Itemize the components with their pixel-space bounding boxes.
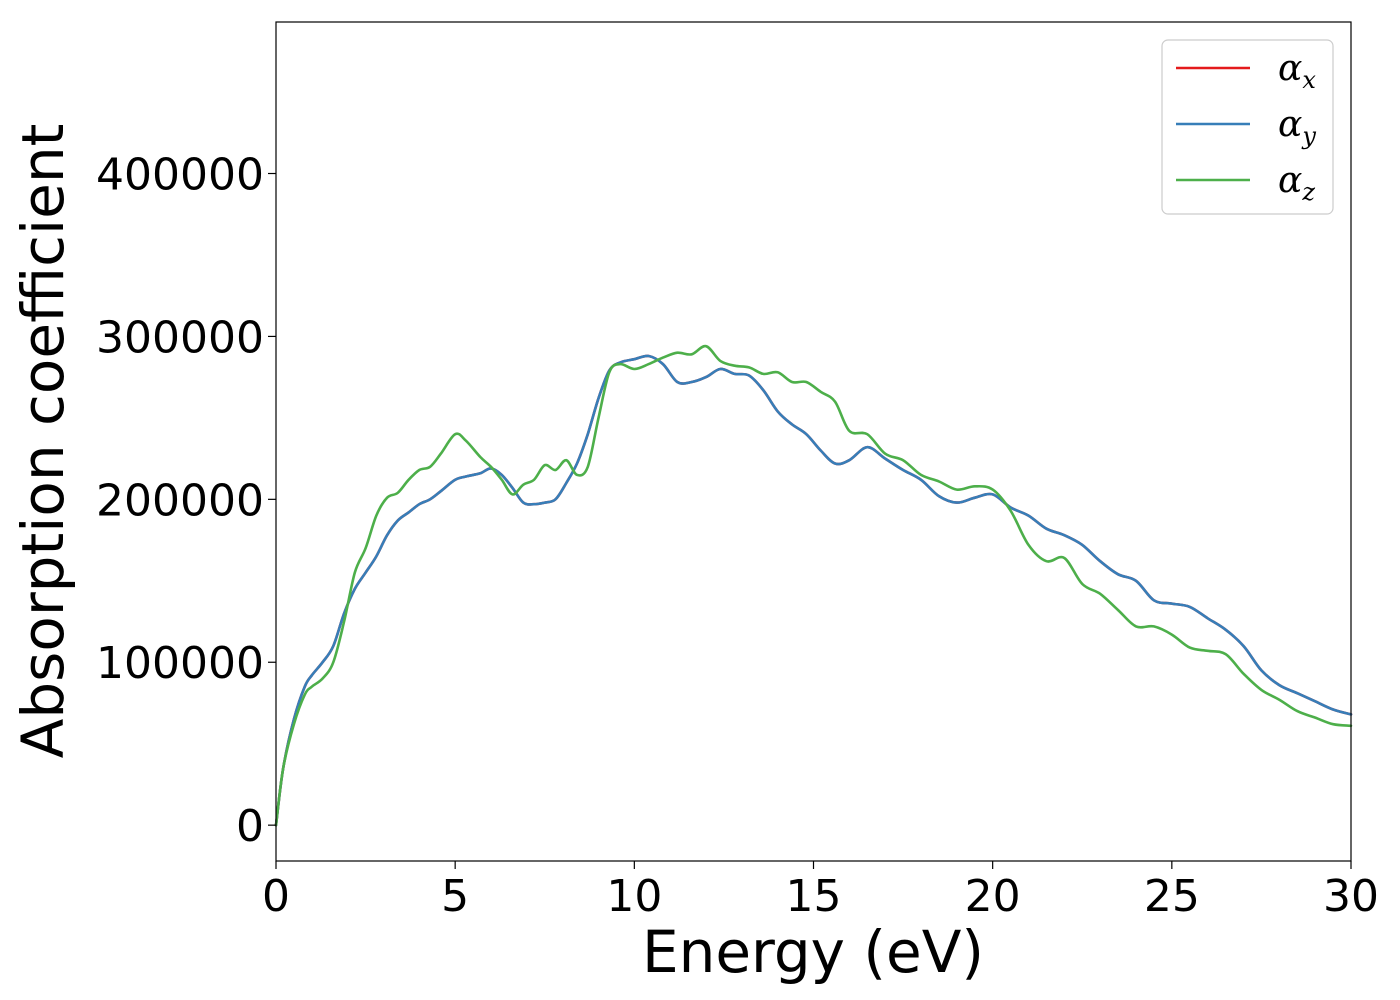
series-layer (274, 344, 1353, 827)
y-axis-title: Absorption coefficient (9, 124, 77, 759)
x-tick-label: 30 (1323, 871, 1379, 922)
y-tick-label: 200000 (96, 475, 264, 526)
y-tick-label: 400000 (96, 150, 264, 201)
y-tick-label: 100000 (96, 638, 264, 689)
x-tick-label: 0 (262, 871, 290, 922)
x-tick-label: 15 (786, 871, 842, 922)
series-line-z (274, 344, 1353, 827)
legend-label-y: αy (1278, 104, 1316, 150)
legend: αx αy αz (1161, 39, 1334, 215)
y-tick-label: 300000 (96, 312, 264, 363)
x-tick-label: 20 (965, 871, 1021, 922)
y-tick-label: 0 (236, 801, 264, 852)
legend-box (1161, 39, 1334, 215)
series-line-y (274, 354, 1353, 827)
y-axis: 0 100000 200000 300000 400000 (96, 150, 276, 852)
x-axis-title: Energy (eV) (642, 918, 984, 986)
x-tick-label: 10 (606, 871, 662, 922)
legend-label-x: αx (1278, 48, 1316, 94)
x-axis: 0 5 10 15 20 25 30 (262, 861, 1379, 922)
x-tick-label: 5 (441, 871, 469, 922)
legend-label-z: αz (1278, 160, 1315, 206)
x-tick-label: 25 (1144, 871, 1200, 922)
